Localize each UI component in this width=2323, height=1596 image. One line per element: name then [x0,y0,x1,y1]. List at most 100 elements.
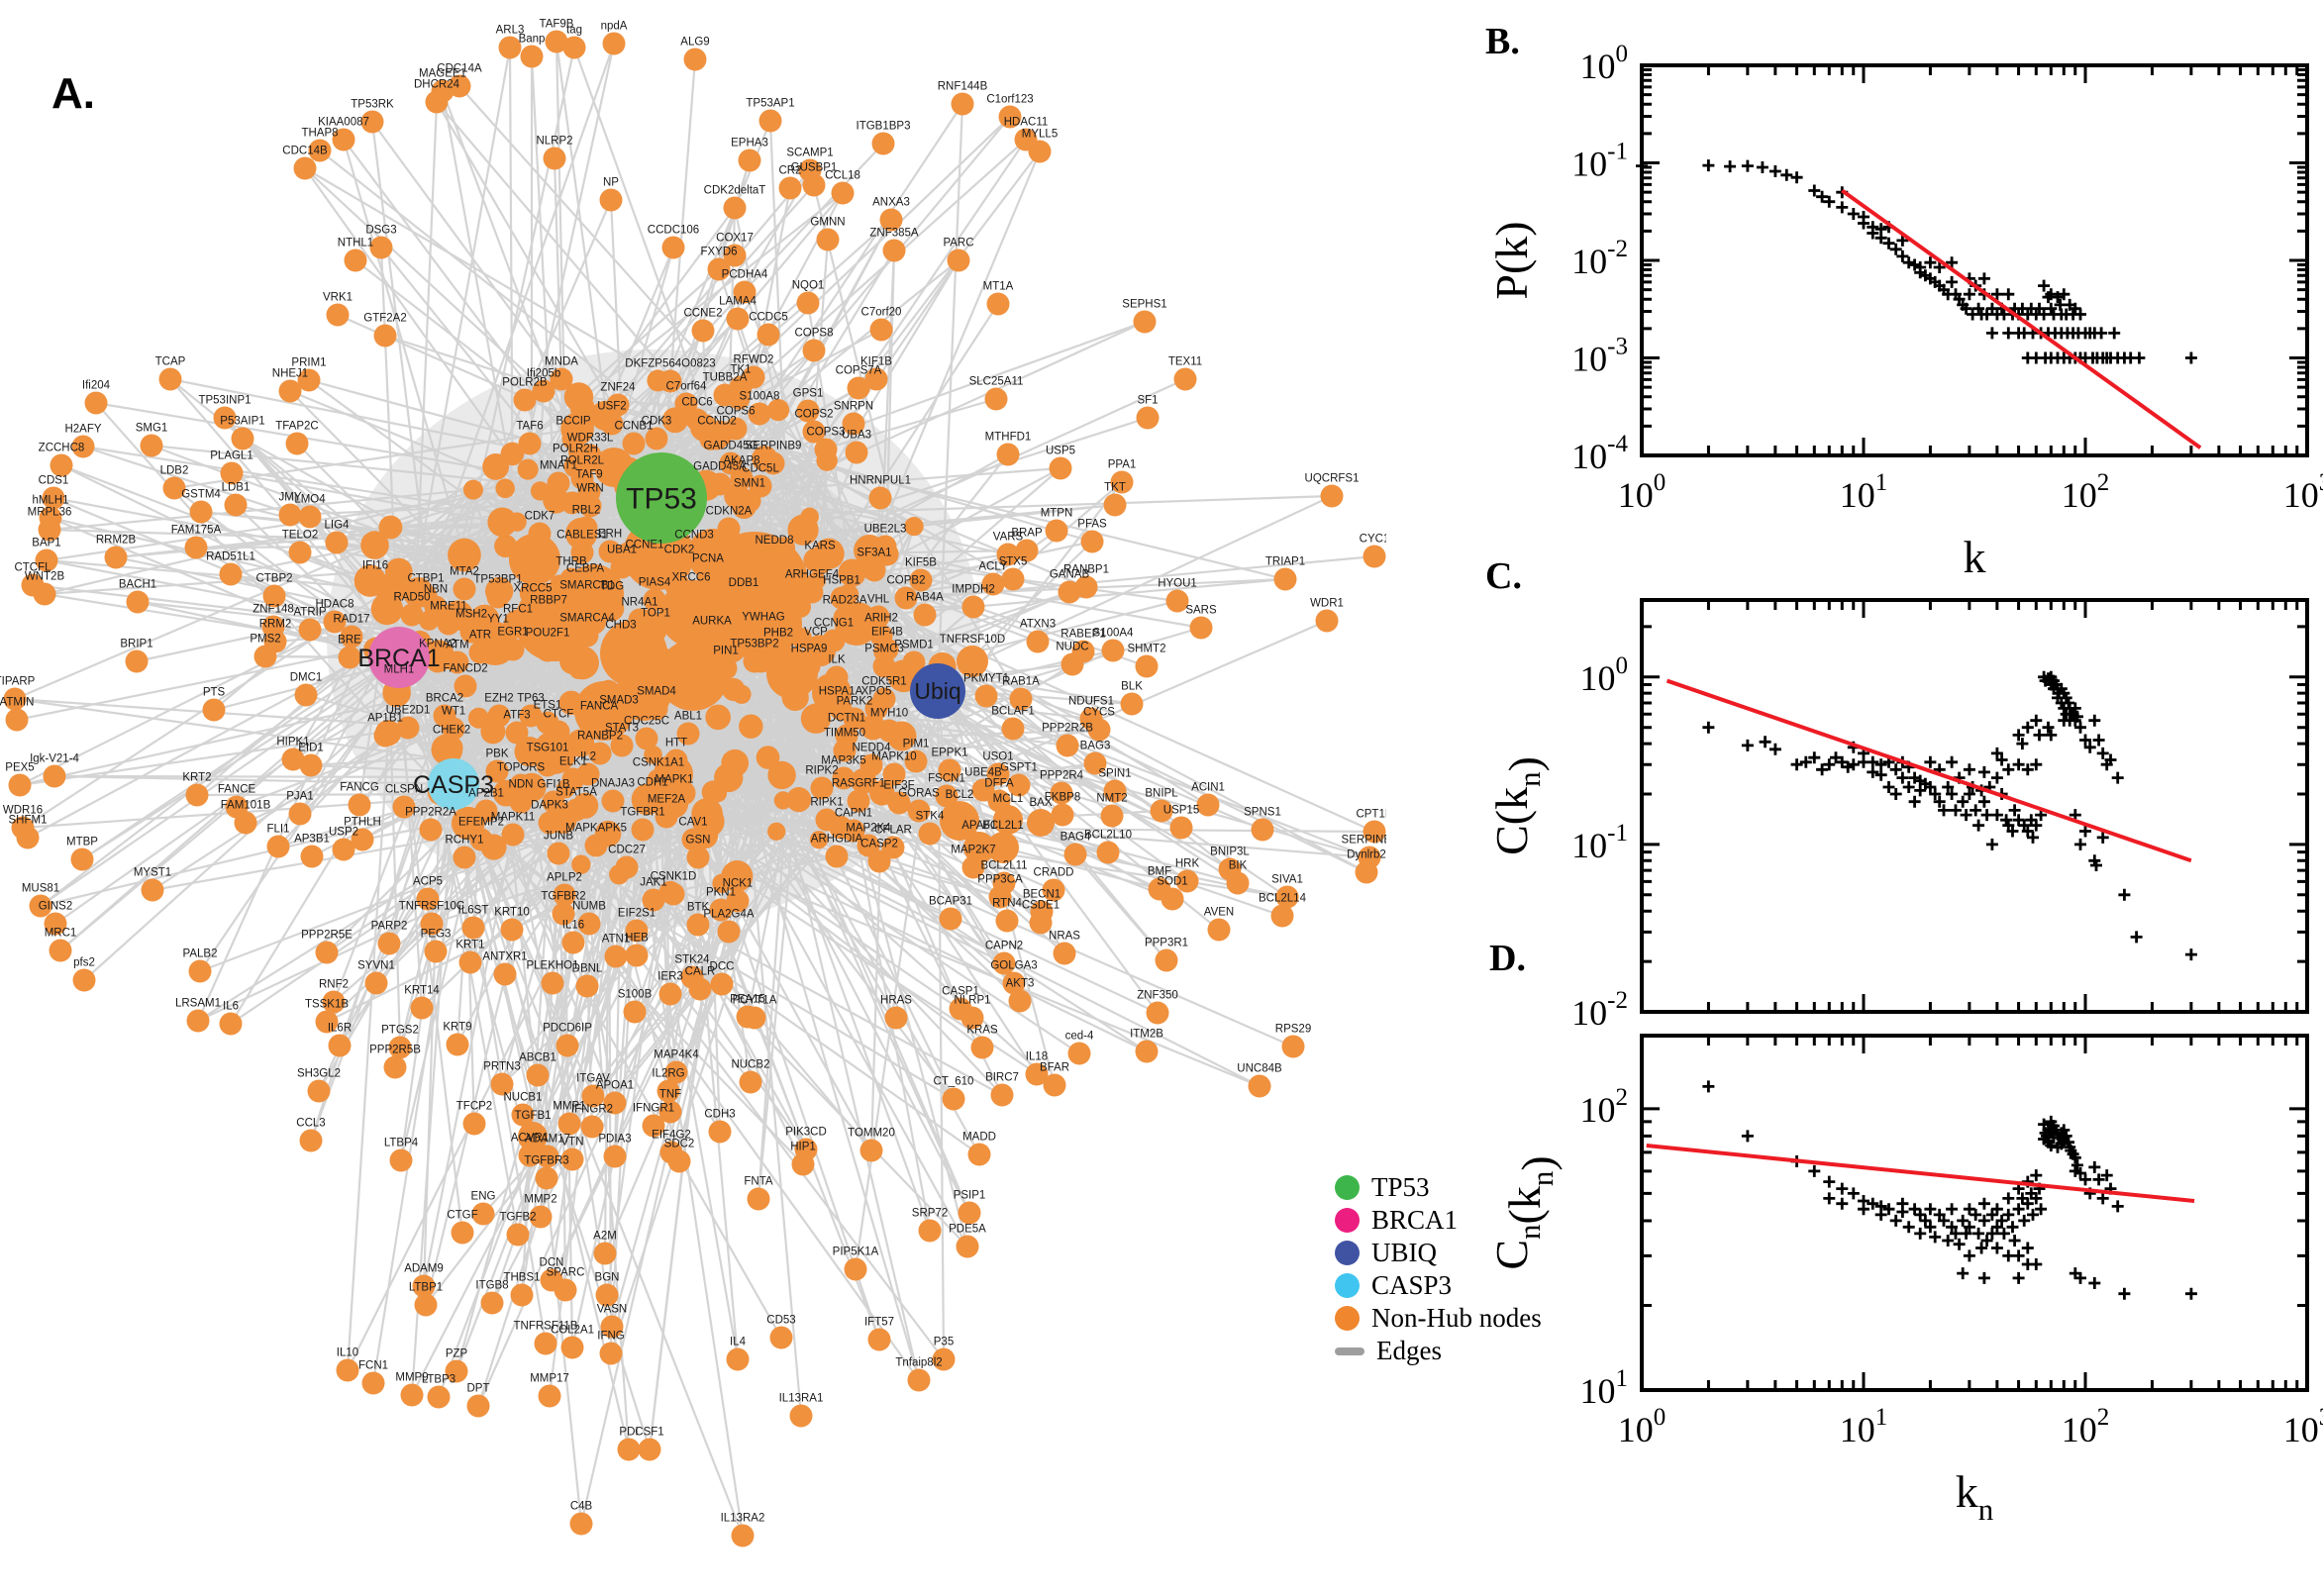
network-node [554,1278,577,1302]
network-node [998,105,1022,129]
network-node [510,1283,534,1307]
network-node [471,1202,495,1226]
network-edge [763,320,1146,460]
network-edge [717,792,968,1247]
network-node [726,1347,750,1371]
network-node [986,292,1010,316]
legend-edge-swatch-icon [1335,1347,1364,1355]
network-edge [603,799,800,1254]
network-node [328,1034,352,1057]
network-node [560,1336,584,1359]
network-edge [703,427,870,551]
network-node [458,950,482,974]
network-node [833,739,857,762]
network-node [288,802,312,826]
legend-item: CASP3 [1335,1269,1542,1302]
network-node [1320,484,1344,508]
network-node [1363,545,1386,568]
network-node [482,453,510,480]
network-node [1060,652,1084,676]
network-node [370,592,404,626]
fit-line [1841,188,2202,449]
network-node [1189,616,1213,640]
network-node [336,1358,359,1382]
network-node [1001,717,1025,741]
legend-item-label: TP53 [1371,1172,1430,1202]
panel-label-d: D. [1489,938,1526,979]
network-edge [439,791,955,1100]
network-node [739,1070,762,1094]
network-node [1173,367,1197,391]
tick-label: 101 [1840,1404,1888,1449]
network-node [299,1129,323,1152]
scatter-points [1702,1080,2197,1300]
network-node [796,291,820,315]
network-node [84,391,108,415]
network-node [603,1091,627,1115]
network-node [42,486,65,510]
network-node [877,719,901,743]
network-edge [660,496,1148,668]
tick-label: 103 [2283,469,2323,515]
network-node [308,139,332,162]
network-node [487,507,518,538]
network-node [767,822,786,841]
network-node [326,303,350,327]
network-node [322,990,346,1014]
network-node [262,584,286,608]
network-node [140,434,163,457]
network-node [902,650,926,674]
network-node [822,629,846,652]
tick-label: 102 [2062,1404,2110,1449]
network-node [556,1034,579,1057]
network-node [1001,567,1025,591]
network-node [756,746,780,769]
network-node [708,1120,732,1144]
x-axis-label: k [1964,532,1986,582]
network-edge [397,488,474,573]
network-node [377,932,401,955]
network-edge [758,413,870,551]
network-edge [738,398,944,667]
network-node [445,1359,468,1383]
network-node [747,1187,770,1211]
panel-label-a: A. [51,69,95,118]
tick-label: 10-2 [1571,987,1628,1033]
network-node [701,780,726,804]
network-node [493,962,517,986]
legend-item-label: Edges [1376,1336,1442,1365]
tick-label: 100 [1618,1404,1666,1449]
network-node [947,249,970,272]
network-node [831,181,855,205]
network-node [383,1055,407,1079]
network-node [125,649,149,673]
network-node [986,762,1010,786]
network-node [1083,751,1107,775]
network-node [705,704,731,731]
network-node [938,758,961,782]
legend-item-label: CASP3 [1371,1270,1453,1300]
network-node [951,92,974,116]
network-node [288,541,312,564]
tick-label: 10-2 [1571,236,1628,281]
network-node [602,32,626,55]
network-node [623,1000,647,1024]
network-edge [14,544,375,701]
network-node [593,1242,617,1265]
network-node [1009,687,1033,711]
network-node [656,1079,680,1103]
network-node [389,1148,413,1172]
network-node [541,971,564,995]
tick-label: 10-1 [1571,820,1628,865]
network-node [427,1385,451,1409]
network-node [957,646,988,677]
tick-label: 10-3 [1571,334,1628,379]
network-node [360,531,389,559]
network-node [520,45,544,68]
scatter-points [1636,159,2197,364]
chart-panel-C: 100 10-1 10-2 C(kn) [1486,598,2309,1033]
network-node [560,1147,584,1171]
network-node [425,90,449,114]
network-node [545,30,568,53]
